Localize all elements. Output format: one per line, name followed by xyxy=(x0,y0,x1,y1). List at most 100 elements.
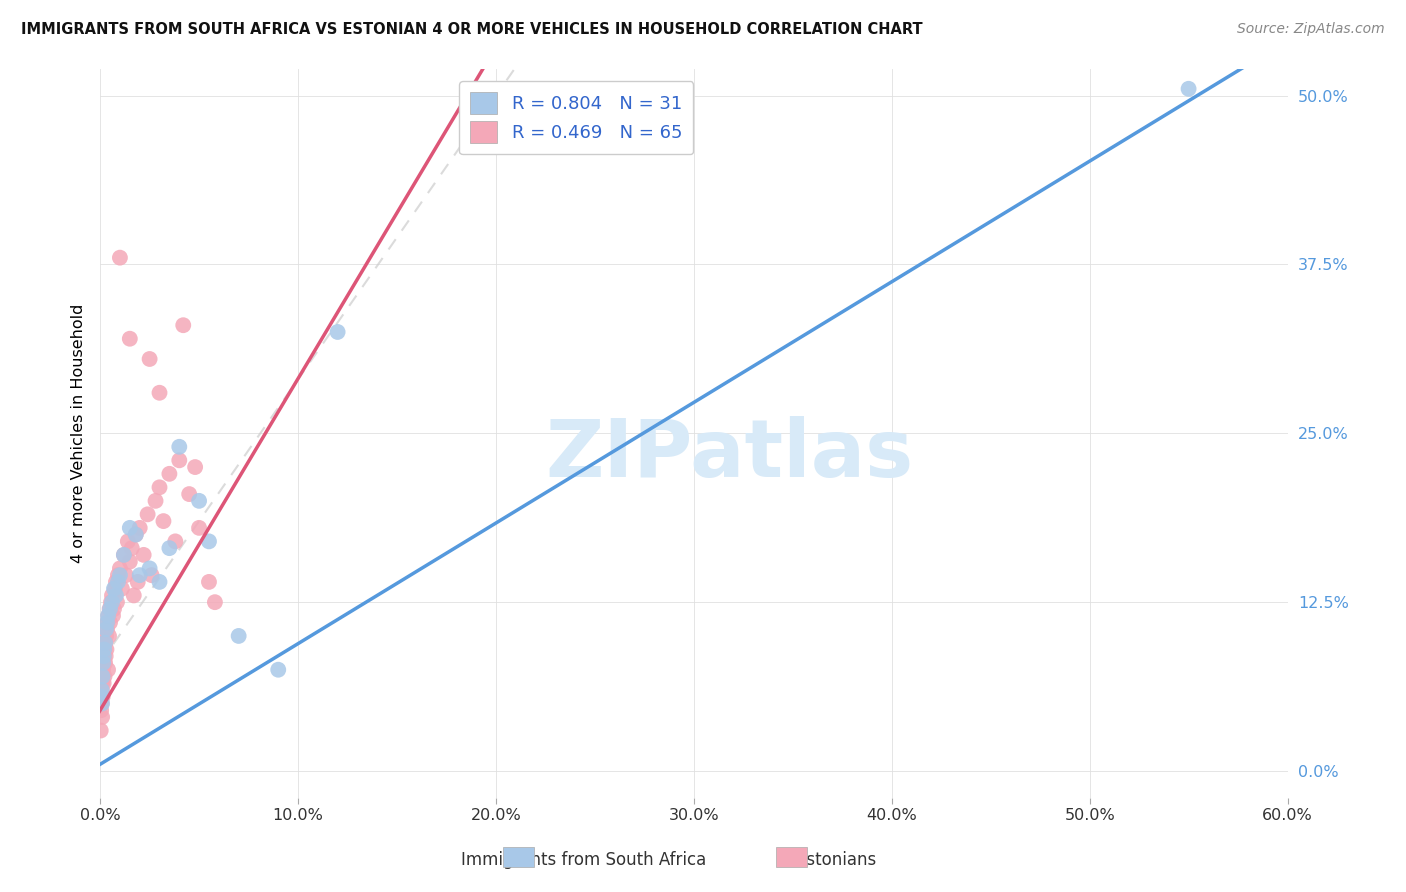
Point xyxy=(90,683,112,698)
Point xyxy=(1177,82,1199,96)
Point xyxy=(90,723,112,738)
Point xyxy=(148,574,170,589)
Point xyxy=(104,589,127,603)
Point xyxy=(165,534,187,549)
Point xyxy=(91,697,114,711)
Point xyxy=(94,636,117,650)
Point xyxy=(127,574,149,589)
Point xyxy=(198,534,221,549)
Point xyxy=(267,663,290,677)
Point xyxy=(115,568,138,582)
Point xyxy=(112,548,135,562)
Point xyxy=(94,622,117,636)
Point xyxy=(103,582,125,596)
Point xyxy=(125,527,148,541)
Point xyxy=(188,493,211,508)
Point xyxy=(188,521,211,535)
Point xyxy=(112,548,135,562)
Point xyxy=(93,669,115,683)
Point xyxy=(96,615,118,630)
Point xyxy=(91,663,114,677)
Point xyxy=(91,690,114,704)
Point xyxy=(136,508,159,522)
Point xyxy=(152,514,174,528)
Point xyxy=(97,608,120,623)
Point xyxy=(104,582,127,596)
Point xyxy=(108,251,131,265)
Point xyxy=(118,521,141,535)
Point xyxy=(107,568,129,582)
Point xyxy=(90,690,112,704)
Point xyxy=(96,622,118,636)
Point xyxy=(96,642,118,657)
Text: Source: ZipAtlas.com: Source: ZipAtlas.com xyxy=(1237,22,1385,37)
Point xyxy=(117,534,139,549)
Text: Estonians: Estonians xyxy=(796,851,877,869)
Point xyxy=(93,676,115,690)
Point xyxy=(128,568,150,582)
Point xyxy=(138,561,160,575)
Point xyxy=(90,683,112,698)
Y-axis label: 4 or more Vehicles in Household: 4 or more Vehicles in Household xyxy=(72,303,86,563)
Point xyxy=(93,642,115,657)
Point xyxy=(94,656,117,670)
Point xyxy=(125,527,148,541)
Text: Immigrants from South Africa: Immigrants from South Africa xyxy=(461,851,706,869)
Legend: R = 0.804   N = 31, R = 0.469   N = 65: R = 0.804 N = 31, R = 0.469 N = 65 xyxy=(460,81,693,154)
Point xyxy=(326,325,349,339)
Point xyxy=(93,656,115,670)
Point xyxy=(122,589,145,603)
Point xyxy=(91,669,114,683)
Point xyxy=(98,615,121,630)
Point xyxy=(90,703,112,717)
Point xyxy=(91,669,114,683)
Text: IMMIGRANTS FROM SOUTH AFRICA VS ESTONIAN 4 OR MORE VEHICLES IN HOUSEHOLD CORRELA: IMMIGRANTS FROM SOUTH AFRICA VS ESTONIAN… xyxy=(21,22,922,37)
Point xyxy=(105,595,128,609)
Point xyxy=(141,568,163,582)
Point xyxy=(91,710,114,724)
Point xyxy=(96,615,118,630)
Point xyxy=(108,561,131,575)
Point xyxy=(118,332,141,346)
Point xyxy=(94,636,117,650)
Point xyxy=(94,629,117,643)
Point xyxy=(157,541,180,555)
Point xyxy=(91,656,114,670)
Point xyxy=(121,541,143,555)
Point xyxy=(98,629,121,643)
Point xyxy=(90,697,112,711)
Point xyxy=(93,642,115,657)
Point xyxy=(148,480,170,494)
Point xyxy=(90,690,112,704)
Point xyxy=(101,595,124,609)
Point xyxy=(101,589,124,603)
Point xyxy=(228,629,250,643)
Point xyxy=(138,351,160,366)
Point xyxy=(101,608,124,623)
Point xyxy=(97,608,120,623)
Point xyxy=(169,453,191,467)
Point xyxy=(128,521,150,535)
Point xyxy=(104,574,127,589)
Point xyxy=(93,649,115,664)
Point xyxy=(94,649,117,664)
Point xyxy=(145,493,167,508)
Point xyxy=(97,663,120,677)
Point xyxy=(103,602,125,616)
Point xyxy=(108,568,131,582)
Point xyxy=(157,467,180,481)
Point xyxy=(100,595,122,609)
Point xyxy=(172,318,194,333)
Point xyxy=(169,440,191,454)
Point xyxy=(93,649,115,664)
Text: ZIPatlas: ZIPatlas xyxy=(546,417,914,494)
Point xyxy=(111,582,134,596)
Point xyxy=(98,602,121,616)
Point xyxy=(107,574,129,589)
Point xyxy=(204,595,226,609)
Point xyxy=(91,676,114,690)
Point xyxy=(184,460,207,475)
Point xyxy=(198,574,221,589)
Point xyxy=(118,555,141,569)
Point xyxy=(148,385,170,400)
